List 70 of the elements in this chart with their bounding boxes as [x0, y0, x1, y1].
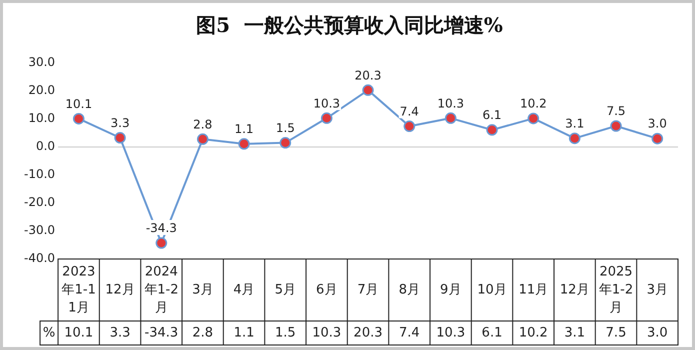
text: 3.0	[648, 116, 667, 131]
y-tick-label: 10.0	[28, 111, 56, 126]
point	[568, 132, 580, 144]
x-tick-label: 2024年1-2月	[144, 264, 178, 316]
x-tick-label: 3月	[646, 282, 668, 298]
text: 6.1	[482, 108, 502, 122]
data-label: 3.0	[646, 325, 668, 340]
data-label: 10.3	[436, 325, 466, 340]
text: 10.2	[520, 96, 547, 111]
point	[610, 120, 622, 132]
data-label: 20.3	[354, 325, 382, 340]
data-label: 3.3	[110, 325, 130, 340]
x-tick-label: 12月	[560, 282, 590, 298]
data-label: 10.3	[312, 325, 342, 340]
point	[114, 132, 126, 144]
point	[444, 112, 456, 124]
point	[280, 137, 292, 149]
x-tick-label: 2025年1-2月	[598, 264, 634, 316]
text: 2.8	[193, 117, 212, 132]
text: 3.3	[110, 116, 130, 130]
point	[404, 120, 416, 132]
point	[156, 237, 168, 249]
text: 10.1	[65, 96, 92, 111]
y-tick-label: 20.0	[28, 83, 56, 98]
text: %	[42, 325, 56, 340]
text: 10.3	[313, 96, 340, 110]
data-label: 2.8	[192, 325, 214, 340]
x-tick-label: 5月	[274, 282, 296, 298]
text: 1.5	[276, 120, 295, 135]
text: 7.4	[400, 104, 419, 118]
text: 10.3	[437, 96, 464, 110]
y-tick-label: -20.0	[24, 195, 56, 210]
data-label: 3.1	[564, 325, 586, 340]
point	[528, 112, 540, 124]
data-label: 10.2	[518, 325, 548, 340]
text: 20.3	[354, 68, 382, 82]
point	[72, 112, 84, 124]
x-tick-label: 4月	[233, 282, 255, 298]
point	[486, 124, 498, 136]
x-tick-label: 8月	[398, 282, 420, 298]
point	[196, 133, 208, 145]
x-tick-label: 11月	[518, 282, 548, 298]
chart-title: 图5 一般公共预算收入同比增速%	[196, 13, 503, 38]
y-tick-label: 30.0	[28, 55, 56, 70]
point	[238, 138, 250, 150]
y-tick-label: -40.0	[24, 251, 56, 266]
text: 1.1	[234, 122, 254, 136]
data-label: 7.5	[606, 325, 626, 340]
point	[320, 112, 332, 124]
text: 3.1	[565, 116, 584, 130]
point	[652, 132, 664, 144]
text: 7.5	[606, 104, 626, 118]
x-tick-label: 6月	[316, 282, 338, 298]
point	[362, 84, 374, 96]
x-tick-label: 2023年1-11月	[62, 264, 96, 316]
data-label: 10.1	[64, 325, 94, 340]
y-tick-label: 0.0	[36, 139, 56, 154]
x-tick-label: 3月	[192, 282, 214, 298]
y-tick-label: -30.0	[24, 223, 56, 238]
y-tick-label: -10.0	[24, 167, 56, 182]
data-label: 1.1	[234, 325, 254, 340]
data-label: 6.1	[482, 325, 502, 340]
x-tick-label: 10月	[477, 282, 507, 298]
x-tick-label: 12月	[105, 282, 135, 298]
data-label: 1.5	[275, 325, 296, 340]
data-label: 7.4	[399, 325, 420, 340]
x-tick-label: 7月	[357, 282, 379, 298]
data-label: -34.3	[144, 325, 178, 340]
text: -34.3	[146, 221, 177, 236]
x-tick-label: 9月	[440, 282, 462, 298]
